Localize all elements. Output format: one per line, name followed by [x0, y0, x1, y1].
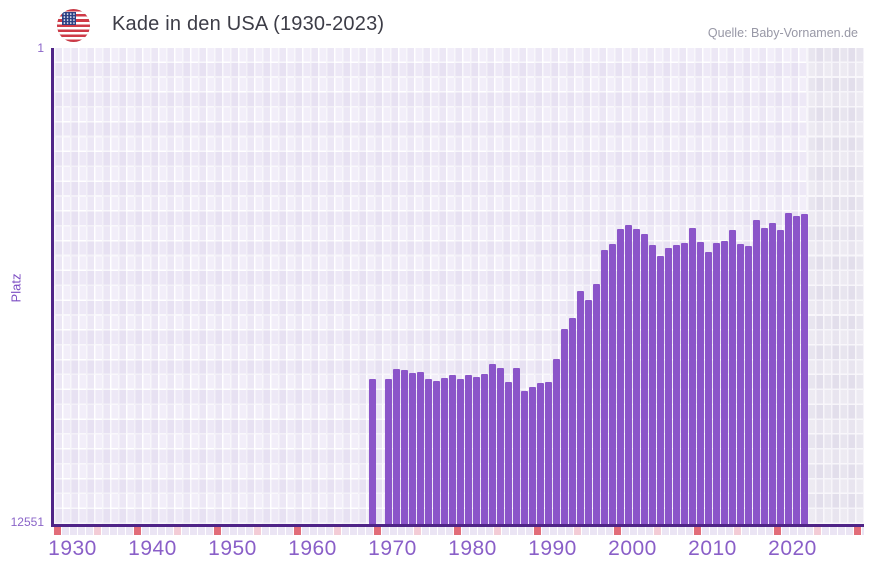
- x-axis-tick-2010: 2010: [688, 537, 737, 560]
- strip-half-decade-tick: [734, 527, 741, 535]
- bar-1990[interactable]: [537, 383, 544, 524]
- x-axis-tick-1970: 1970: [368, 537, 417, 560]
- y-axis-tick-bottom: 12551: [10, 515, 44, 529]
- strip-decade-tick: [774, 527, 781, 535]
- bar-2007[interactable]: [673, 245, 680, 524]
- bar-2006[interactable]: [665, 248, 672, 524]
- strip-half-decade-tick: [814, 527, 821, 535]
- bar-2018[interactable]: [761, 228, 768, 524]
- bar-1992[interactable]: [553, 358, 560, 524]
- bar-1976[interactable]: [425, 379, 432, 524]
- bar-1996[interactable]: [585, 300, 592, 524]
- x-axis-tick-1950: 1950: [208, 537, 257, 560]
- strip-half-decade-tick: [414, 527, 421, 535]
- x-axis-tick-1990: 1990: [528, 537, 577, 560]
- bar-1969[interactable]: [369, 379, 376, 524]
- x-axis-tick-1940: 1940: [128, 537, 177, 560]
- bar-1989[interactable]: [529, 387, 536, 524]
- bar-1981[interactable]: [465, 374, 472, 524]
- bar-1994[interactable]: [569, 318, 576, 524]
- bar-2019[interactable]: [769, 223, 776, 524]
- x-axis-tick-1980: 1980: [448, 537, 497, 560]
- bar-1978[interactable]: [441, 377, 448, 524]
- bar-2020[interactable]: [777, 230, 784, 524]
- bottom-interval-strip: [54, 527, 864, 535]
- bar-1972[interactable]: [393, 369, 400, 524]
- bar-2014[interactable]: [729, 230, 736, 524]
- bar-1984[interactable]: [489, 363, 496, 524]
- bar-2023[interactable]: [801, 214, 808, 524]
- plot-area: [54, 48, 864, 524]
- future-years-band: [807, 48, 864, 524]
- source-credit: Quelle: Baby-Vornamen.de: [707, 26, 858, 40]
- bar-2021[interactable]: [785, 212, 792, 524]
- y-axis-line: [51, 48, 54, 526]
- bar-2005[interactable]: [657, 256, 664, 524]
- strip-decade-tick: [614, 527, 621, 535]
- strip-decade-tick: [454, 527, 461, 535]
- bar-1991[interactable]: [545, 382, 552, 524]
- bar-2010[interactable]: [697, 242, 704, 524]
- strip-decade-tick: [294, 527, 301, 535]
- y-axis-label: Platz: [8, 273, 24, 303]
- x-axis-tick-1960: 1960: [288, 537, 337, 560]
- bar-1982[interactable]: [473, 377, 480, 524]
- strip-half-decade-tick: [654, 527, 661, 535]
- strip-half-decade-tick: [254, 527, 261, 535]
- strip-decade-tick: [854, 527, 861, 535]
- x-axis-line: [51, 524, 864, 527]
- strip-half-decade-tick: [174, 527, 181, 535]
- bar-2012[interactable]: [713, 242, 720, 524]
- bar-1980[interactable]: [457, 379, 464, 524]
- bar-2013[interactable]: [721, 241, 728, 524]
- bar-1998[interactable]: [601, 250, 608, 524]
- bar-1974[interactable]: [409, 373, 416, 524]
- bar-2003[interactable]: [641, 234, 648, 524]
- bar-1971[interactable]: [385, 379, 392, 524]
- bar-2000[interactable]: [617, 228, 624, 524]
- bar-1985[interactable]: [497, 368, 504, 524]
- strip-decade-tick: [534, 527, 541, 535]
- bar-1997[interactable]: [593, 283, 600, 524]
- bar-2004[interactable]: [649, 245, 656, 524]
- bar-2022[interactable]: [793, 215, 800, 524]
- bar-2001[interactable]: [625, 225, 632, 524]
- bar-1986[interactable]: [505, 382, 512, 524]
- bar-1987[interactable]: [513, 368, 520, 524]
- strip-half-decade-tick: [494, 527, 501, 535]
- page-title: Kade in den USA (1930-2023): [112, 13, 385, 35]
- bar-1979[interactable]: [449, 374, 456, 524]
- bar-1995[interactable]: [577, 291, 584, 524]
- strip-decade-tick: [54, 527, 61, 535]
- us-flag-canton: [62, 12, 76, 25]
- x-axis-tick-2000: 2000: [608, 537, 657, 560]
- bar-1977[interactable]: [433, 380, 440, 524]
- bar-1988[interactable]: [521, 391, 528, 524]
- bar-1999[interactable]: [609, 244, 616, 524]
- bar-2017[interactable]: [753, 220, 760, 524]
- strip-decade-tick: [374, 527, 381, 535]
- bar-2002[interactable]: [633, 228, 640, 524]
- strip-half-decade-tick: [574, 527, 581, 535]
- bar-2011[interactable]: [705, 252, 712, 524]
- strip-decade-tick: [214, 527, 221, 535]
- bar-2009[interactable]: [689, 228, 696, 524]
- us-flag-icon: [57, 9, 90, 42]
- bar-1983[interactable]: [481, 374, 488, 524]
- bar-2008[interactable]: [681, 242, 688, 524]
- bar-1973[interactable]: [401, 369, 408, 524]
- bar-2015[interactable]: [737, 244, 744, 524]
- bar-1993[interactable]: [561, 329, 568, 524]
- strip-half-decade-tick: [94, 527, 101, 535]
- y-axis-tick-top: 1: [37, 41, 44, 55]
- bar-2016[interactable]: [745, 245, 752, 524]
- x-axis-tick-2020: 2020: [768, 537, 817, 560]
- strip-decade-tick: [134, 527, 141, 535]
- bar-1975[interactable]: [417, 372, 424, 524]
- x-axis-tick-1930: 1930: [48, 537, 97, 560]
- strip-decade-tick: [694, 527, 701, 535]
- strip-half-decade-tick: [334, 527, 341, 535]
